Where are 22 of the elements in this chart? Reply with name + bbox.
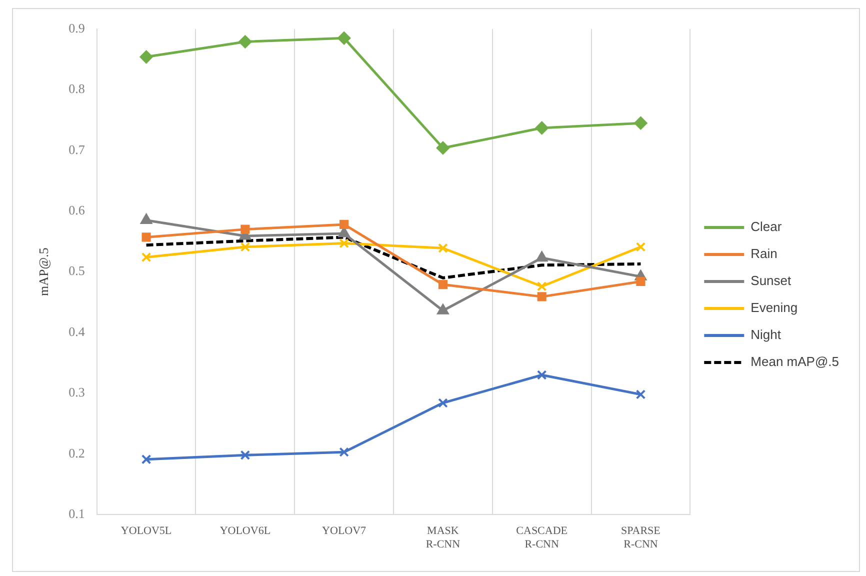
y-tick-label: 0.1 bbox=[68, 506, 85, 522]
legend-label: Rain bbox=[750, 246, 778, 262]
y-tick-label: 0.9 bbox=[68, 20, 85, 36]
x-tick-label: SPARSE R-CNN bbox=[621, 525, 661, 550]
y-axis-title: mAP@.5 bbox=[36, 248, 52, 296]
legend-label: Night bbox=[750, 327, 782, 342]
y-tick-label: 0.4 bbox=[68, 324, 86, 339]
y-tick-label: 0.6 bbox=[68, 202, 86, 218]
y-tick-label: 0.7 bbox=[68, 142, 86, 157]
legend-label: Mean mAP@.5 bbox=[750, 354, 840, 370]
x-tick-label: YOLOV7 bbox=[322, 525, 367, 538]
y-tick-label: 0.5 bbox=[68, 263, 85, 278]
y-tick-label: 0.2 bbox=[68, 445, 85, 460]
legend-label: Evening bbox=[750, 300, 798, 316]
x-tick-label: CASCADE R-CNN bbox=[516, 525, 568, 550]
x-tick-label: MASK R-CNN bbox=[426, 525, 460, 550]
legend-label: Clear bbox=[750, 219, 782, 234]
x-tick-label: YOLOV6L bbox=[220, 525, 271, 538]
y-tick-label: 0.8 bbox=[68, 81, 85, 96]
y-tick-label: 0.3 bbox=[68, 384, 85, 400]
x-tick-label: YOLOV5L bbox=[120, 525, 172, 538]
legend-label: Sunset bbox=[750, 273, 792, 288]
